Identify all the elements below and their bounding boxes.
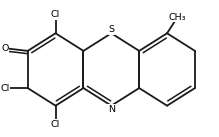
Text: Cl: Cl [51, 10, 60, 19]
Text: N: N [108, 105, 115, 114]
Text: Cl: Cl [0, 84, 9, 93]
Text: S: S [108, 25, 114, 34]
Text: Cl: Cl [51, 120, 60, 129]
Text: CH₃: CH₃ [169, 13, 187, 22]
Text: O: O [2, 44, 9, 53]
